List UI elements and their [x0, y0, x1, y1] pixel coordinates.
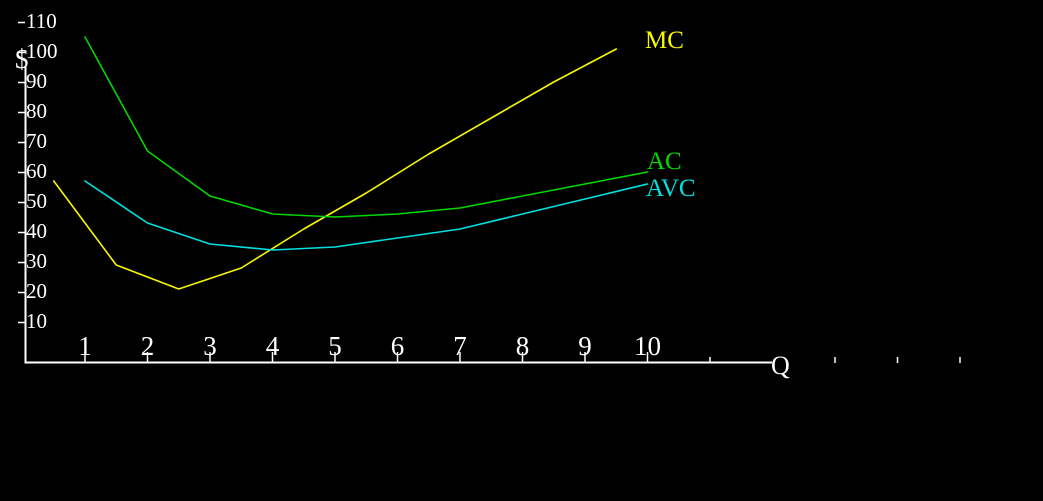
y-axis-tick-label: 10	[26, 309, 47, 334]
y-axis-tick-label: 80	[26, 99, 47, 124]
y-axis-tick-label: 70	[26, 129, 47, 154]
y-axis-tick-label: 60	[26, 159, 47, 184]
x-axis-tick-label: 8	[515, 331, 530, 361]
x-axis-tick-label: 6	[390, 331, 405, 361]
y-axis-tick-label: 40	[26, 219, 47, 244]
y-axis-tick-label: 50	[26, 189, 47, 214]
y-axis-tick-label: 30	[26, 249, 47, 274]
x-axis-tick-label: 2	[140, 331, 155, 361]
x-axis-tick-label: 7	[453, 331, 467, 361]
y-axis-tick-label: 110	[26, 9, 57, 34]
avc-curve	[84, 180, 649, 251]
series-label-mc: MC	[645, 27, 684, 54]
y-axis-tick-label: 100	[26, 39, 58, 64]
y-axis-title: $	[15, 44, 29, 74]
x-axis-tick-label: 3	[203, 331, 217, 361]
x-axis-tick-label: 10	[634, 331, 661, 361]
mc-curve	[52, 48, 618, 290]
y-axis-tick-label: 90	[26, 69, 47, 94]
x-axis-tick-label: 4	[265, 331, 280, 361]
series-label-avc: AVC	[646, 175, 696, 202]
y-axis-tick-label: 20	[26, 279, 47, 304]
x-axis-title: Q	[771, 351, 790, 380]
x-axis-tick-label: 5	[328, 331, 342, 361]
ac-curve	[84, 36, 649, 218]
x-axis-tick-label: 1	[78, 331, 92, 361]
x-axis-tick-label: 9	[578, 331, 592, 361]
series-label-ac: AC	[647, 148, 682, 175]
